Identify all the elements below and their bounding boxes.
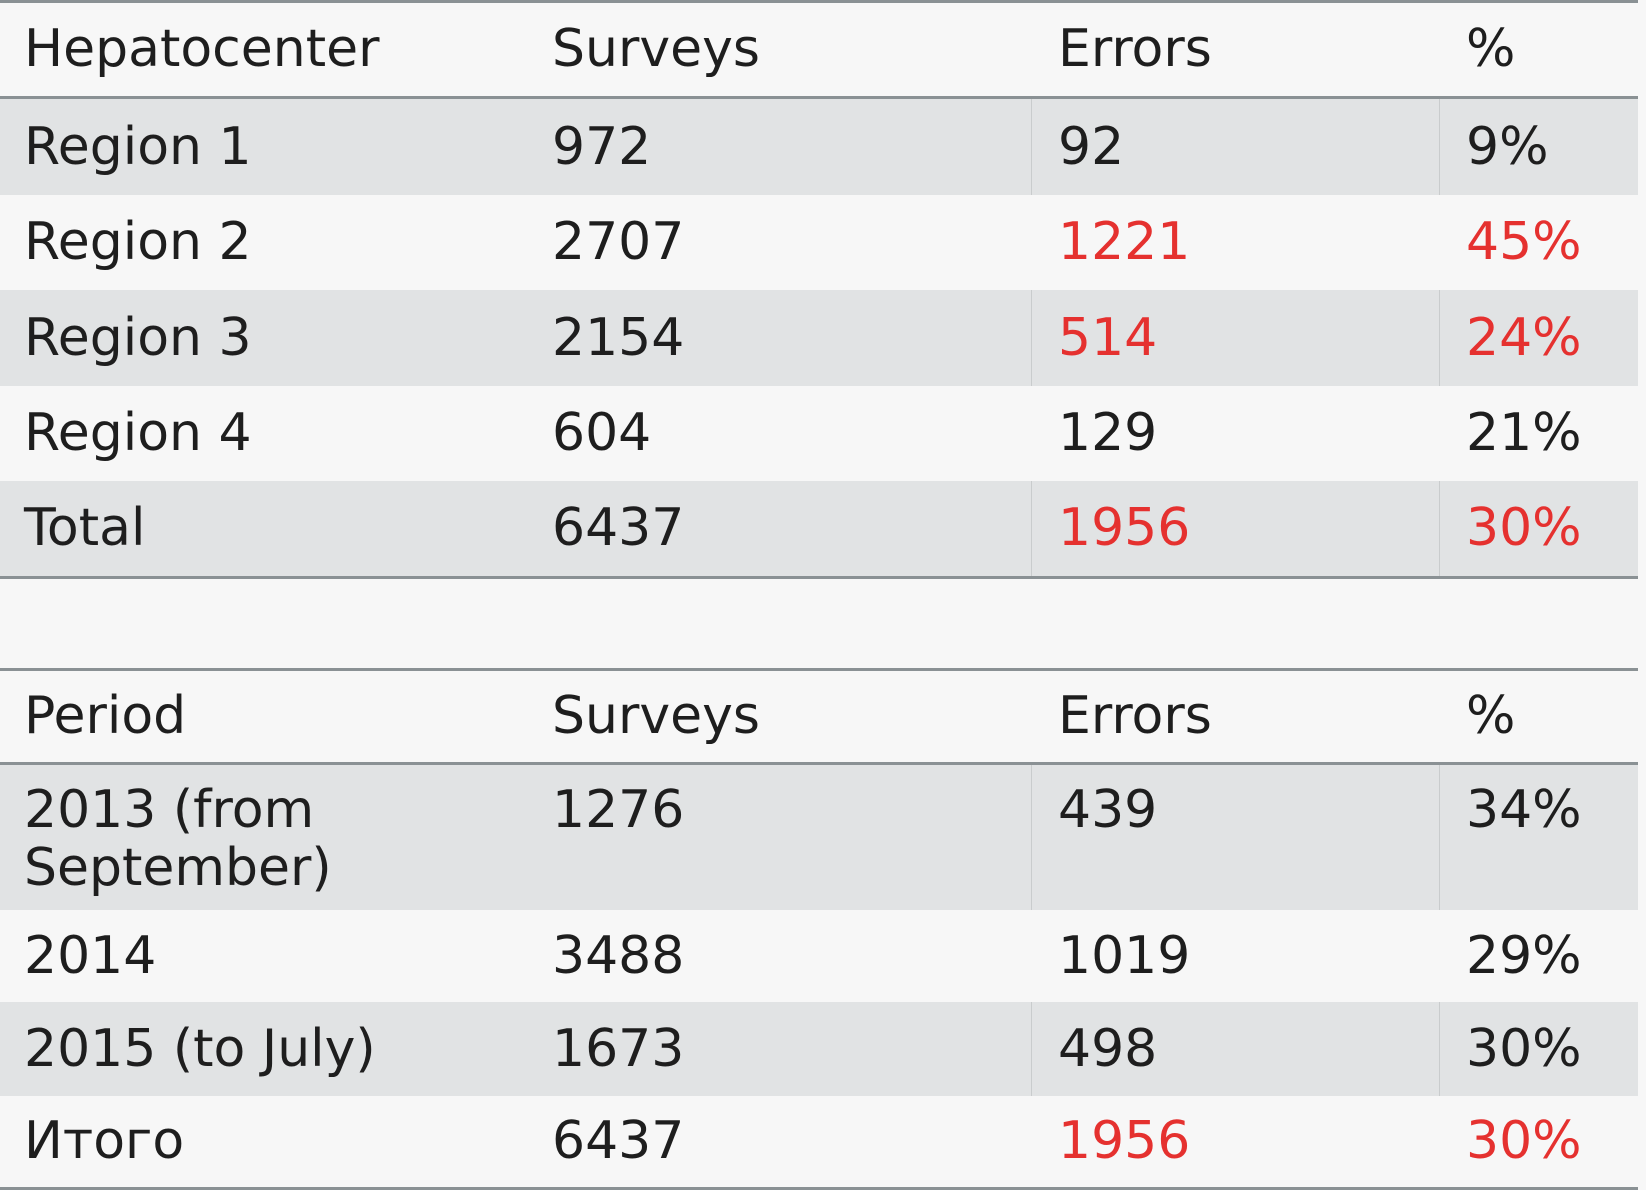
total-label: Итого [24,1111,185,1172]
table-header-row: Period Surveys Errors % [0,668,1638,765]
total-row: Итого 6437 1956 30% [0,1096,1638,1190]
header-surveys: Surveys [552,19,760,80]
region-cell: Region 3 [24,307,252,368]
percent-cell: 21% [1466,403,1582,464]
percent-cell: 9% [1439,99,1638,195]
errors-cell: 129 [1058,403,1158,464]
surveys-cell: 1673 [552,1018,685,1079]
surveys-cell: 3488 [552,925,685,986]
table-row: 2013 (from September) 1276 439 34% [0,765,1638,910]
surveys-cell: 2154 [552,307,685,368]
total-row: Total 6437 1956 30% [0,481,1638,579]
period-table: Period Surveys Errors % 2013 (from Septe… [0,668,1638,1190]
header-period: Period [24,686,187,747]
header-percent: % [1466,19,1516,80]
period-cell: 2014 [24,925,157,986]
percent-cell: 30% [1439,481,1638,576]
surveys-cell: 2707 [552,212,685,273]
table-row: 2014 3488 1019 29% [0,910,1638,1002]
hepatocenter-table: Hepatocenter Surveys Errors % Region 1 9… [0,0,1638,579]
percent-cell: 34% [1439,765,1638,910]
region-cell: Region 1 [24,116,252,177]
total-label: Total [24,498,146,559]
errors-cell: 1956 [1058,1111,1191,1172]
errors-cell: 439 [1031,765,1439,910]
surveys-cell: 6437 [552,1111,685,1172]
errors-cell: 1221 [1058,212,1191,273]
header-surveys: Surveys [552,686,760,747]
header-percent: % [1466,686,1516,747]
errors-cell: 1956 [1031,481,1439,576]
table-header-row: Hepatocenter Surveys Errors % [0,0,1638,99]
errors-cell: 498 [1031,1002,1439,1096]
surveys-cell: 972 [552,116,652,177]
table-row: 2015 (to July) 1673 498 30% [0,1002,1638,1096]
percent-cell: 30% [1466,1111,1582,1172]
percent-cell: 24% [1439,290,1638,386]
surveys-cell: 6437 [552,498,685,559]
table-row: Region 2 2707 1221 45% [0,195,1638,290]
table-row: Region 4 604 129 21% [0,386,1638,481]
period-cell: 2015 (to July) [24,1018,376,1079]
table-row: Region 3 2154 514 24% [0,290,1638,386]
percent-cell: 30% [1439,1002,1638,1096]
errors-cell: 514 [1031,290,1439,386]
errors-cell: 92 [1031,99,1439,195]
header-errors: Errors [1058,19,1212,80]
percent-cell: 45% [1466,212,1582,273]
errors-cell: 1019 [1058,925,1191,986]
region-cell: Region 4 [24,403,252,464]
percent-cell: 29% [1466,925,1582,986]
header-hepatocenter: Hepatocenter [24,19,380,80]
header-errors: Errors [1058,686,1212,747]
table-row: Region 1 972 92 9% [0,99,1638,195]
period-cell: 2013 (from September) [24,780,332,899]
surveys-cell: 1276 [552,780,685,840]
region-cell: Region 2 [24,212,252,273]
surveys-cell: 604 [552,403,652,464]
